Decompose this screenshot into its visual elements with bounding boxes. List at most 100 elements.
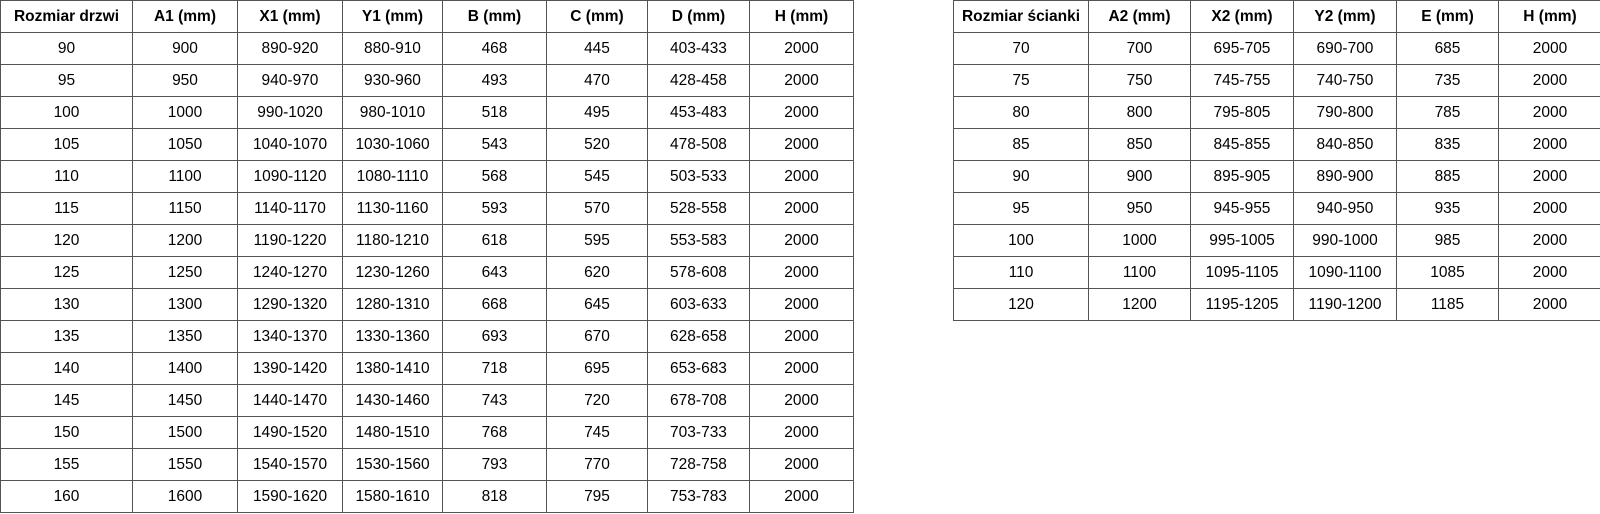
- table-cell: 728-758: [647, 448, 750, 481]
- table-cell: 2000: [749, 480, 854, 513]
- table-cell: 2000: [1498, 224, 1600, 257]
- table-cell: 1100: [1088, 256, 1191, 289]
- column-header: B (mm): [442, 0, 547, 33]
- table-row: 160 1600 1590-1620 1580-1610 818 795 753-783 20…: [0, 480, 854, 513]
- table-cell: 628-658: [647, 320, 750, 353]
- table-cell: 1185: [1396, 288, 1499, 321]
- table-cell: 1080-1110: [342, 160, 443, 193]
- table-cell: 90: [0, 32, 133, 65]
- table-cell: 770: [546, 448, 648, 481]
- table-cell: 845-855: [1190, 128, 1294, 161]
- table-cell: 2000: [749, 448, 854, 481]
- table-row: 130 1300 1290-1320 1280-1310 668 645 603-633 20…: [0, 288, 854, 321]
- table-cell: 493: [442, 64, 547, 97]
- table-cell: 2000: [749, 64, 854, 97]
- table-cell: 890-920: [237, 32, 343, 65]
- column-header: A2 (mm): [1088, 0, 1191, 33]
- table-cell: 795: [546, 480, 648, 513]
- table-cell: 603-633: [647, 288, 750, 321]
- table-cell: 553-583: [647, 224, 750, 257]
- table-cell: 403-433: [647, 32, 750, 65]
- table-cell: 1000: [132, 96, 238, 129]
- table-cell: 503-533: [647, 160, 750, 193]
- table-cell: 840-850: [1293, 128, 1397, 161]
- table-cell: 120: [953, 288, 1089, 321]
- table-cell: 95: [0, 64, 133, 97]
- table-header-row: Rozmiar ścianki A2 (mm) X2 (mm) Y2 (mm) E (m…: [953, 0, 1600, 33]
- table-cell: 693: [442, 320, 547, 353]
- table-cell: 850: [1088, 128, 1191, 161]
- table-cell: 1450: [132, 384, 238, 417]
- table-cell: 1050: [132, 128, 238, 161]
- table-cell: 1290-1320: [237, 288, 343, 321]
- table-cell: 130: [0, 288, 133, 321]
- table-cell: 703-733: [647, 416, 750, 449]
- column-header: H (mm): [1498, 0, 1600, 33]
- table-cell: 980-1010: [342, 96, 443, 129]
- table-cell: 1130-1160: [342, 192, 443, 225]
- table-cell: 995-1005: [1190, 224, 1294, 257]
- table-cell: 518: [442, 96, 547, 129]
- table-cell: 1030-1060: [342, 128, 443, 161]
- table-cell: 528-558: [647, 192, 750, 225]
- table-cell: 900: [1088, 160, 1191, 193]
- table-cell: 745-755: [1190, 64, 1294, 97]
- table-cell: 950: [1088, 192, 1191, 225]
- table-cell: 1440-1470: [237, 384, 343, 417]
- table-cell: 835: [1396, 128, 1499, 161]
- table-cell: 1430-1460: [342, 384, 443, 417]
- table-cell: 2000: [1498, 32, 1600, 65]
- table-cell: 70: [953, 32, 1089, 65]
- table-cell: 940-950: [1293, 192, 1397, 225]
- table-cell: 2000: [1498, 64, 1600, 97]
- table-cell: 750: [1088, 64, 1191, 97]
- column-header: X2 (mm): [1190, 0, 1294, 33]
- table-cell: 568: [442, 160, 547, 193]
- table-cell: 900: [132, 32, 238, 65]
- table-cell: 1140-1170: [237, 192, 343, 225]
- wall-table-header: Rozmiar ścianki A2 (mm) X2 (mm) Y2 (mm) E (m…: [953, 0, 1600, 33]
- table-cell: 795-805: [1190, 96, 1294, 129]
- table-cell: 478-508: [647, 128, 750, 161]
- table-cell: 1580-1610: [342, 480, 443, 513]
- table-cell: 453-483: [647, 96, 750, 129]
- door-size-specification-table: Rozmiar drzwi A1 (mm) X1 (mm) Y1 (mm) B (mm)…: [0, 0, 854, 513]
- table-cell: 670: [546, 320, 648, 353]
- table-cell: 668: [442, 288, 547, 321]
- table-row: 100 1000 990-1020 980-1010 518 495 453-483 2000: [0, 96, 854, 129]
- column-header: Y2 (mm): [1293, 0, 1397, 33]
- table-cell: 428-458: [647, 64, 750, 97]
- table-cell: 495: [546, 96, 648, 129]
- table-cell: 793: [442, 448, 547, 481]
- table-row: 95 950 945-955 940-950 935 2000: [953, 192, 1600, 225]
- column-header: C (mm): [546, 0, 648, 33]
- table-cell: 1040-1070: [237, 128, 343, 161]
- table-cell: 468: [442, 32, 547, 65]
- column-header: D (mm): [647, 0, 750, 33]
- table-cell: 1390-1420: [237, 352, 343, 385]
- table-row: 110 1100 1095-1105 1090-1100 1085 2000: [953, 256, 1600, 289]
- table-cell: 718: [442, 352, 547, 385]
- column-header: H (mm): [749, 0, 854, 33]
- table-row: 140 1400 1390-1420 1380-1410 718 695 653-683 20…: [0, 352, 854, 385]
- table-cell: 1000: [1088, 224, 1191, 257]
- table-cell: 2000: [749, 352, 854, 385]
- table-cell: 990-1020: [237, 96, 343, 129]
- table-cell: 618: [442, 224, 547, 257]
- door-table-body: 90 900 890-920 880-910 468 445 403-433 2000 95 95…: [0, 32, 854, 513]
- table-cell: 1090-1100: [1293, 256, 1397, 289]
- table-row: 110 1100 1090-1120 1080-1110 568 545 503-533 20…: [0, 160, 854, 193]
- table-cell: 155: [0, 448, 133, 481]
- table-cell: 1500: [132, 416, 238, 449]
- table-row: 120 1200 1190-1220 1180-1210 618 595 553-583 20…: [0, 224, 854, 257]
- table-cell: 690-700: [1293, 32, 1397, 65]
- table-row: 70 700 695-705 690-700 685 2000: [953, 32, 1600, 65]
- table-row: 150 1500 1490-1520 1480-1510 768 745 703-733 20…: [0, 416, 854, 449]
- table-header-row: Rozmiar drzwi A1 (mm) X1 (mm) Y1 (mm) B (mm)…: [0, 0, 854, 33]
- table-cell: 885: [1396, 160, 1499, 193]
- table-cell: 1490-1520: [237, 416, 343, 449]
- table-cell: 2000: [749, 384, 854, 417]
- table-cell: 100: [0, 96, 133, 129]
- column-header: E (mm): [1396, 0, 1499, 33]
- table-row: 120 1200 1195-1205 1190-1200 1185 2000: [953, 288, 1600, 321]
